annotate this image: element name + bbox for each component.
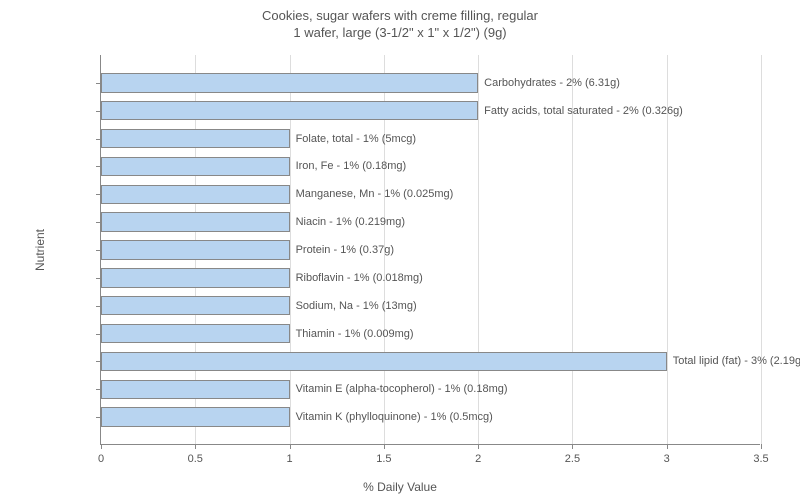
x-tick-label: 1 bbox=[287, 453, 293, 465]
title-line1: Cookies, sugar wafers with creme filling… bbox=[262, 8, 538, 23]
bar bbox=[101, 352, 667, 372]
x-tick-label: 0 bbox=[98, 453, 104, 465]
chart-title: Cookies, sugar wafers with creme filling… bbox=[0, 8, 800, 42]
bar-label: Total lipid (fat) - 3% (2.19g) bbox=[673, 355, 800, 367]
x-tick bbox=[667, 444, 668, 449]
bar bbox=[101, 407, 290, 427]
x-tick bbox=[101, 444, 102, 449]
bar bbox=[101, 101, 478, 121]
y-axis-title: Nutrient bbox=[33, 229, 47, 271]
bar-label: Niacin - 1% (0.219mg) bbox=[296, 216, 405, 228]
bar-label: Vitamin K (phylloquinone) - 1% (0.5mcg) bbox=[296, 411, 493, 423]
bar bbox=[101, 268, 290, 288]
bar-label: Iron, Fe - 1% (0.18mg) bbox=[296, 160, 407, 172]
x-tick-label: 1.5 bbox=[376, 453, 391, 465]
bar-label: Thiamin - 1% (0.009mg) bbox=[296, 328, 414, 340]
x-tick bbox=[384, 444, 385, 449]
bar bbox=[101, 324, 290, 344]
x-tick bbox=[195, 444, 196, 449]
bar bbox=[101, 185, 290, 205]
bar bbox=[101, 380, 290, 400]
x-tick-label: 2.5 bbox=[565, 453, 580, 465]
title-line2: 1 wafer, large (3-1/2" x 1" x 1/2") (9g) bbox=[293, 25, 506, 40]
x-tick bbox=[478, 444, 479, 449]
bar-label: Fatty acids, total saturated - 2% (0.326… bbox=[484, 105, 683, 117]
bar-label: Folate, total - 1% (5mcg) bbox=[296, 133, 416, 145]
bar-label: Sodium, Na - 1% (13mg) bbox=[296, 300, 417, 312]
bar bbox=[101, 73, 478, 93]
bar-label: Manganese, Mn - 1% (0.025mg) bbox=[296, 188, 454, 200]
bar-label: Riboflavin - 1% (0.018mg) bbox=[296, 272, 423, 284]
x-tick bbox=[761, 444, 762, 449]
bar bbox=[101, 157, 290, 177]
x-tick-label: 2 bbox=[475, 453, 481, 465]
plot-area: 00.511.522.533.5Carbohydrates - 2% (6.31… bbox=[100, 55, 760, 445]
bar bbox=[101, 212, 290, 232]
x-tick bbox=[290, 444, 291, 449]
bar-label: Protein - 1% (0.37g) bbox=[296, 244, 394, 256]
x-axis-title: % Daily Value bbox=[0, 480, 800, 494]
x-tick bbox=[572, 444, 573, 449]
bar bbox=[101, 240, 290, 260]
x-tick-label: 3 bbox=[664, 453, 670, 465]
bar bbox=[101, 296, 290, 316]
x-tick-label: 0.5 bbox=[188, 453, 203, 465]
x-tick-label: 3.5 bbox=[753, 453, 768, 465]
bar bbox=[101, 129, 290, 149]
bar-label: Vitamin E (alpha-tocopherol) - 1% (0.18m… bbox=[296, 383, 508, 395]
chart-container: Cookies, sugar wafers with creme filling… bbox=[0, 0, 800, 500]
bar-label: Carbohydrates - 2% (6.31g) bbox=[484, 77, 620, 89]
gridline bbox=[761, 55, 762, 444]
